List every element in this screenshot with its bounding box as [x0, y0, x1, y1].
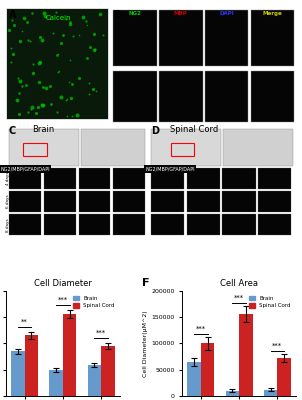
Bar	[201, 343, 214, 396]
Bar	[101, 346, 114, 396]
Bar	[11, 351, 24, 396]
Text: ***: ***	[96, 330, 106, 336]
Text: Brain: Brain	[33, 125, 55, 134]
Bar	[50, 370, 63, 396]
Text: ***: ***	[234, 295, 244, 301]
Bar	[222, 214, 256, 235]
Text: D: D	[151, 126, 159, 136]
Text: DAPI: DAPI	[219, 12, 234, 16]
Text: ***: ***	[272, 342, 282, 348]
Bar	[63, 314, 76, 396]
Text: 8 days: 8 days	[6, 218, 10, 232]
Legend: Brain, Spinal Cord: Brain, Spinal Cord	[71, 293, 117, 311]
Text: Spinal Cord: Spinal Cord	[170, 125, 219, 134]
Bar	[187, 191, 220, 212]
Text: 4 days: 4 days	[6, 172, 10, 185]
Bar	[44, 214, 76, 235]
Bar	[24, 335, 38, 396]
Bar	[151, 214, 184, 235]
Title: Cell Diameter: Cell Diameter	[34, 279, 92, 288]
Text: ***: ***	[196, 326, 206, 332]
Bar	[222, 168, 256, 189]
Text: NG2/MBP/GFAP/DAPI: NG2/MBP/GFAP/DAPI	[145, 167, 195, 172]
Bar	[151, 168, 184, 189]
Bar	[222, 191, 256, 212]
Bar	[187, 214, 220, 235]
Bar	[44, 168, 76, 189]
Bar	[79, 168, 111, 189]
Text: NG2/MBP/GFAP/DAPI: NG2/MBP/GFAP/DAPI	[0, 167, 50, 172]
Bar	[44, 191, 76, 212]
Text: Calcein: Calcein	[45, 15, 71, 21]
Bar	[9, 214, 41, 235]
Text: A: A	[9, 10, 16, 20]
Bar	[88, 365, 101, 396]
Bar	[258, 214, 291, 235]
Bar	[79, 191, 111, 212]
Bar	[171, 142, 194, 156]
Bar	[258, 168, 291, 189]
Bar	[258, 191, 291, 212]
Bar	[264, 390, 278, 396]
Bar	[113, 214, 145, 235]
Text: C: C	[9, 126, 16, 136]
Bar	[113, 191, 145, 212]
Title: Cell Area: Cell Area	[220, 279, 258, 288]
Bar	[113, 168, 145, 189]
Bar	[187, 168, 220, 189]
Bar	[151, 191, 184, 212]
Bar	[278, 358, 291, 396]
Bar	[239, 314, 252, 396]
Bar	[79, 214, 111, 235]
Text: Merge: Merge	[263, 12, 282, 16]
Text: NG2: NG2	[129, 12, 142, 16]
Text: F: F	[143, 278, 150, 288]
Y-axis label: Cell Diameter(μM^2): Cell Diameter(μM^2)	[143, 310, 149, 376]
Bar	[24, 142, 47, 156]
Bar	[188, 362, 201, 396]
Text: 6 days: 6 days	[6, 195, 10, 208]
Text: MBP: MBP	[174, 12, 188, 16]
Bar	[226, 391, 239, 396]
Text: B: B	[113, 10, 121, 20]
Bar	[9, 168, 41, 189]
Text: ***: ***	[58, 297, 68, 303]
Bar	[9, 191, 41, 212]
Text: **: **	[21, 319, 28, 325]
Legend: Brain, Spinal Cord: Brain, Spinal Cord	[247, 293, 293, 311]
